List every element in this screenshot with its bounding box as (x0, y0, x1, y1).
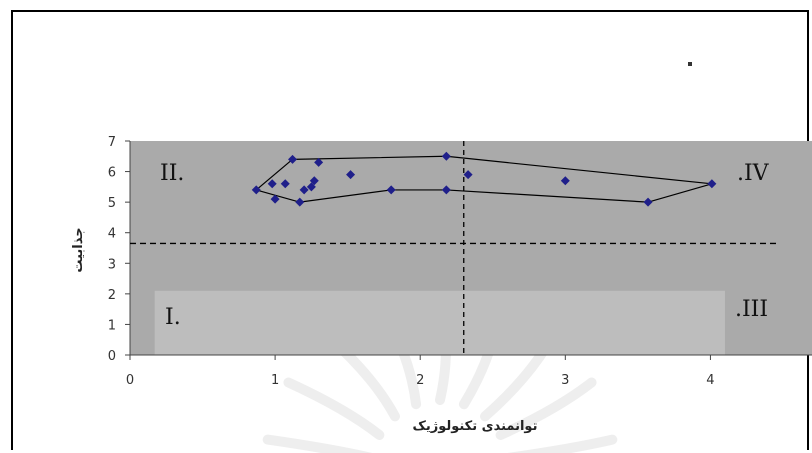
y-tick-label: 4 (108, 227, 116, 242)
watermark-ray (507, 434, 618, 453)
x-tick-label: 3 (561, 373, 569, 388)
y-tick-label: 3 (108, 257, 116, 272)
x-ticks: 0 1 2 3 4 (126, 355, 715, 388)
x-tick-label: 2 (416, 373, 424, 388)
lower-band (154, 290, 725, 355)
y-tick-label: 0 (108, 349, 116, 364)
watermark-ray (283, 377, 385, 440)
x-tick-label: 4 (706, 373, 714, 388)
data-point (386, 185, 396, 195)
x-tick-label: 0 (126, 373, 134, 388)
data-point (280, 179, 290, 189)
y-tick-label: 2 (108, 288, 116, 303)
quadrant-label-ii: II. (160, 161, 184, 186)
y-tick-label: 6 (108, 166, 116, 181)
data-point (314, 157, 324, 167)
watermark-ray (495, 377, 597, 440)
data-point (707, 179, 717, 189)
y-axis-title: جذابیت (71, 227, 86, 272)
data-point (309, 176, 319, 186)
data-point (306, 182, 316, 192)
stray-mark (688, 62, 692, 66)
data-point (560, 176, 570, 186)
data-point (295, 197, 305, 207)
quadrant-label-iii: .III (735, 297, 768, 322)
axes (129, 141, 812, 356)
watermark-ray (262, 434, 373, 453)
x-tick-label: 1 (271, 373, 279, 388)
data-point (441, 185, 451, 195)
data-point (463, 170, 473, 180)
data-points (251, 151, 717, 207)
y-tick-label: 1 (108, 318, 116, 333)
y-ticks: 0 1 2 3 4 5 6 7 (108, 135, 130, 364)
data-point (643, 197, 653, 207)
data-point (267, 179, 277, 189)
y-tick-label: 5 (108, 196, 116, 211)
data-point (299, 185, 309, 195)
data-point (251, 185, 261, 195)
x-axis-title: توانمندی تکنولوژیک (413, 419, 538, 434)
data-point (270, 194, 280, 204)
y-tick-label: 7 (108, 135, 116, 150)
quadrant-label-iv: .IV (737, 161, 770, 186)
data-point (346, 170, 356, 180)
data-point (288, 154, 298, 164)
data-point (441, 151, 451, 161)
quadrant-label-i: I. (165, 305, 181, 330)
